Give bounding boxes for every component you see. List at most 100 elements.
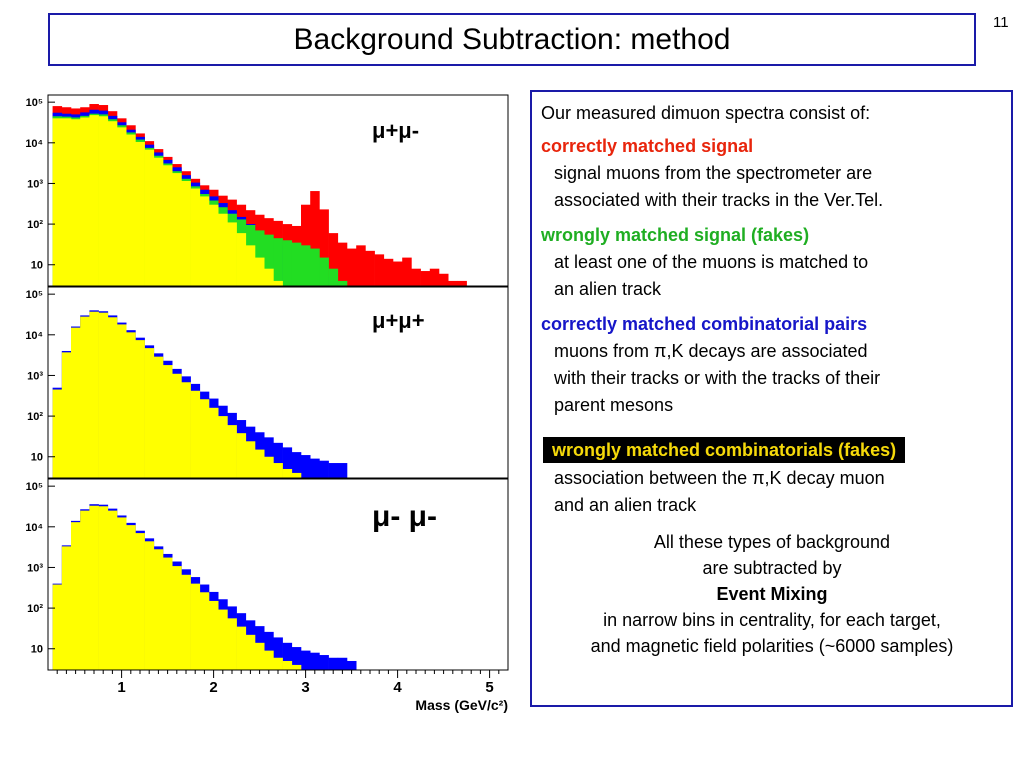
slide-number: 11 — [993, 14, 1009, 31]
section-line: muons from π,K decays are associated — [554, 341, 868, 361]
histogram-bar-yellow — [209, 204, 219, 286]
histogram-bar-green — [282, 240, 293, 286]
summary-line: and magnetic field polarities (~6000 sam… — [590, 636, 954, 656]
histogram-bar-yellow — [126, 332, 136, 478]
histogram-bar-yellow — [144, 348, 155, 478]
histogram-bar-yellow — [282, 660, 293, 670]
histogram-bar-yellow — [52, 389, 63, 478]
histogram-bar-total — [365, 250, 375, 286]
histogram-bar-green — [319, 257, 329, 286]
highlight-title: wrongly matched combinatorials (fakes) — [543, 437, 906, 463]
section-line: at least one of the muons is matched to — [554, 252, 869, 272]
histogram-bar-blue — [310, 458, 320, 478]
histogram-bar-yellow — [236, 626, 247, 670]
histogram-bar-total — [420, 271, 431, 286]
histogram-bar-yellow — [172, 566, 182, 670]
section-line: associated with their tracks in the Ver.… — [554, 190, 884, 210]
histogram-bar-total — [337, 242, 348, 286]
histogram-bar-yellow — [126, 134, 136, 286]
section-correct-combinatorial: correctly matched combinatorial pairs mu… — [541, 311, 1003, 419]
histogram-bar-blue — [347, 660, 357, 670]
histogram-bar-yellow — [107, 317, 118, 478]
histogram-bar-yellow — [89, 115, 99, 286]
histogram-bar-total — [448, 280, 458, 286]
section-wrong-combinatorial: association between the π,K decay muon a… — [541, 465, 1003, 519]
histogram-bar-yellow — [181, 180, 191, 286]
histogram-bar-yellow — [236, 233, 247, 286]
x-tick-label: 1 — [117, 679, 125, 696]
histogram-bar-green — [337, 280, 348, 286]
section-correct-signal: correctly matched signal signal muons fr… — [541, 133, 1003, 214]
panel-label: μ+μ+ — [372, 308, 425, 333]
section-line: with their tracks or with the tracks of … — [554, 368, 881, 388]
histogram-bar-yellow — [61, 118, 72, 286]
histogram-bar-blue — [328, 657, 339, 670]
histogram-bar-yellow — [273, 657, 283, 670]
histogram-bar-yellow — [117, 517, 127, 670]
histogram-bar-blue — [319, 460, 329, 478]
histogram-bar-yellow — [135, 533, 145, 670]
histogram-bar-yellow — [218, 416, 228, 478]
histogram-bar-blue — [301, 650, 311, 670]
histogram-bar-yellow — [291, 664, 302, 670]
summary-line: are subtracted by — [702, 558, 842, 578]
histogram-bar-yellow — [264, 456, 274, 478]
y-tick-label: 10⁴ — [25, 522, 43, 534]
histogram-bar-yellow — [255, 642, 265, 670]
histogram-bar-yellow — [218, 213, 228, 286]
y-tick-label: 10² — [27, 411, 43, 423]
histogram-bar-yellow — [163, 557, 173, 670]
y-tick-label: 10³ — [27, 562, 43, 574]
histogram-bar-total — [347, 248, 357, 286]
section-line: parent mesons — [554, 395, 674, 415]
x-tick-label: 4 — [393, 679, 402, 696]
histogram-bar-yellow — [199, 399, 210, 478]
histogram-bar-yellow — [71, 119, 81, 287]
histogram-bar-yellow — [227, 618, 237, 670]
histogram-bar-yellow — [181, 574, 191, 670]
histogram-bar-yellow — [153, 549, 164, 670]
histogram-bar-green — [310, 248, 320, 286]
histogram-bar-yellow — [227, 222, 237, 286]
panel-label: μ- μ- — [372, 500, 437, 533]
histogram-bar-total — [439, 273, 449, 286]
section-title: wrongly matched signal (fakes) — [541, 225, 810, 245]
histogram-bar-yellow — [71, 522, 81, 670]
section-title: correctly matched signal — [541, 136, 754, 156]
histogram-bar-total — [393, 261, 403, 286]
histogram-bar-yellow — [117, 127, 127, 286]
histogram-bar-yellow — [245, 245, 256, 286]
histogram-bar-blue — [310, 652, 320, 670]
histogram-bar-total — [411, 268, 421, 286]
y-tick-label: 10 — [31, 644, 43, 656]
histogram-bar-yellow — [89, 311, 99, 478]
histogram-bar-yellow — [163, 165, 173, 286]
histogram-bar-yellow — [52, 118, 63, 286]
x-axis-label: Mass (GeV/c²) — [415, 697, 508, 713]
text-panel: Our measured dimuon spectra consist of: … — [530, 90, 1013, 707]
slide-title: Background Subtraction: method — [293, 22, 731, 56]
histogram-bar-green — [301, 245, 311, 286]
histogram-bar-total — [383, 258, 394, 286]
section-line: association between the π,K decay muon — [554, 468, 885, 488]
summary-line: All these types of background — [653, 532, 891, 552]
histogram-bar-blue — [273, 637, 283, 670]
histogram-bar-total — [374, 254, 385, 286]
histogram-bar-yellow — [181, 382, 191, 478]
histogram-bar-yellow — [80, 316, 90, 478]
histogram-bar-yellow — [80, 510, 90, 670]
histogram-bar-yellow — [273, 280, 283, 286]
histogram-bar-total — [328, 233, 339, 286]
y-tick-label: 10 — [31, 452, 43, 464]
histogram-bar-blue — [337, 463, 348, 478]
histogram-bar-yellow — [144, 541, 155, 670]
histogram-bar-yellow — [227, 425, 237, 478]
y-tick-label: 10³ — [27, 370, 43, 382]
y-tick-label: 10⁵ — [26, 97, 43, 109]
histogram-bar-blue — [319, 655, 329, 670]
y-tick-label: 10² — [27, 219, 43, 231]
histogram-bar-yellow — [245, 634, 256, 670]
histogram-bar-yellow — [255, 257, 265, 286]
y-tick-label: 10² — [27, 603, 43, 615]
histogram-bar-yellow — [190, 390, 201, 478]
